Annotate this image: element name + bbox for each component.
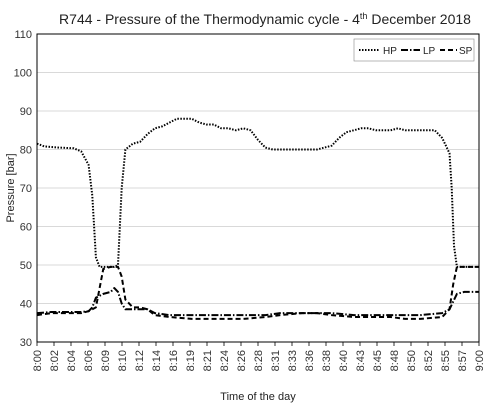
x-tick-label: 8:14 xyxy=(151,350,163,371)
x-tick-label: 8:16 xyxy=(168,350,180,371)
plot-frame xyxy=(36,33,480,343)
x-tick-label: 8:50 xyxy=(406,350,418,371)
y-tick-label: 100 xyxy=(14,68,32,80)
y-tick-label: 90 xyxy=(20,106,32,118)
chart-title-main: R744 - Pressure of the Thermodynamic cyc… xyxy=(59,11,360,27)
x-tick-label: 8:43 xyxy=(355,350,367,371)
x-tick-label: 8:10 xyxy=(117,350,129,371)
x-tick-label: 8:55 xyxy=(440,350,452,371)
series-line-lp xyxy=(36,287,479,317)
y-tick-label: 60 xyxy=(20,222,32,234)
series-lines xyxy=(36,117,479,320)
y-tick-label: 70 xyxy=(20,183,32,195)
x-tick-label: 8:04 xyxy=(66,350,78,371)
series-line-sp xyxy=(36,265,479,320)
x-tick-label: 9:00 xyxy=(474,350,486,371)
y-tick-label: 110 xyxy=(14,29,32,41)
x-tick-label: 8:57 xyxy=(457,350,469,371)
legend-label-lp: LP xyxy=(423,46,436,57)
x-tick-label: 8:45 xyxy=(372,350,384,371)
x-tick-label: 8:33 xyxy=(287,350,299,371)
chart-title-rest: December 2018 xyxy=(367,11,471,27)
y-tick-label: 80 xyxy=(20,145,32,157)
x-tick-label: 8:28 xyxy=(253,350,265,371)
y-tick-label: 30 xyxy=(20,337,32,349)
gridlines xyxy=(37,72,479,304)
x-tick-label: 8:02 xyxy=(49,350,61,371)
y-tick-label: 50 xyxy=(20,260,32,272)
y-axis-label: Pressure [bar] xyxy=(5,153,17,222)
x-axis-ticks: 8:00 8:02 8:04 8:06 8:09 8:10 8:12 8:14 8:16 8:19… xyxy=(32,342,486,371)
x-tick-label: 8:19 xyxy=(185,350,197,371)
x-tick-label: 8:31 xyxy=(270,350,282,371)
x-tick-label: 8:48 xyxy=(389,350,401,371)
legend: HP LP SP xyxy=(353,38,475,62)
legend-label-hp: HP xyxy=(383,46,397,57)
y-axis-ticks: 30 40 50 60 70 80 90 100 110 xyxy=(14,29,32,349)
x-tick-label: 8:40 xyxy=(338,350,350,371)
x-tick-label: 8:36 xyxy=(304,350,316,371)
x-tick-label: 8:26 xyxy=(236,350,248,371)
x-tick-label: 8:24 xyxy=(219,350,231,371)
chart-title-superscript: th xyxy=(360,11,368,21)
x-tick-label: 8:12 xyxy=(134,350,146,371)
x-tick-label: 8:09 xyxy=(100,350,112,371)
x-tick-label: 8:06 xyxy=(83,350,95,371)
x-tick-label: 8:52 xyxy=(423,350,435,371)
x-tick-label: 8:38 xyxy=(321,350,333,371)
y-tick-label: 40 xyxy=(20,299,32,311)
legend-label-sp: SP xyxy=(459,46,473,57)
chart-title: R744 - Pressure of the Thermodynamic cyc… xyxy=(59,11,471,27)
x-axis-label: Time of the day xyxy=(220,391,296,403)
x-tick-label: 8:00 xyxy=(32,350,44,371)
series-line-hp xyxy=(36,117,479,268)
x-tick-label: 8:21 xyxy=(202,350,214,371)
